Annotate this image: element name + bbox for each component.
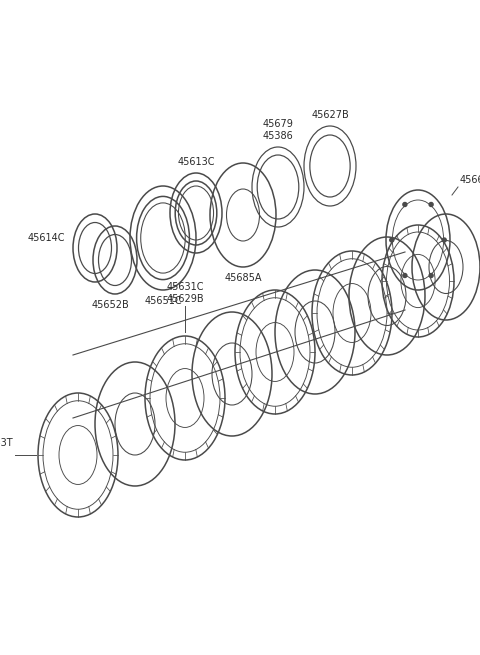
- Text: 45627B: 45627B: [311, 110, 349, 120]
- Text: 45651C: 45651C: [144, 296, 182, 306]
- Text: 45643T: 45643T: [0, 438, 13, 447]
- Circle shape: [442, 238, 446, 242]
- Circle shape: [429, 202, 433, 206]
- Text: 45613C: 45613C: [177, 157, 215, 167]
- Text: 45614C: 45614C: [27, 233, 65, 243]
- Circle shape: [390, 238, 394, 242]
- Text: 45665: 45665: [460, 175, 480, 185]
- Text: 45652B: 45652B: [91, 300, 129, 310]
- Circle shape: [403, 274, 407, 278]
- Circle shape: [403, 202, 407, 206]
- Text: 45679
45386: 45679 45386: [263, 119, 293, 141]
- Circle shape: [429, 274, 433, 278]
- Text: 45631C
45629B: 45631C 45629B: [166, 282, 204, 304]
- Text: 45685A: 45685A: [224, 273, 262, 283]
